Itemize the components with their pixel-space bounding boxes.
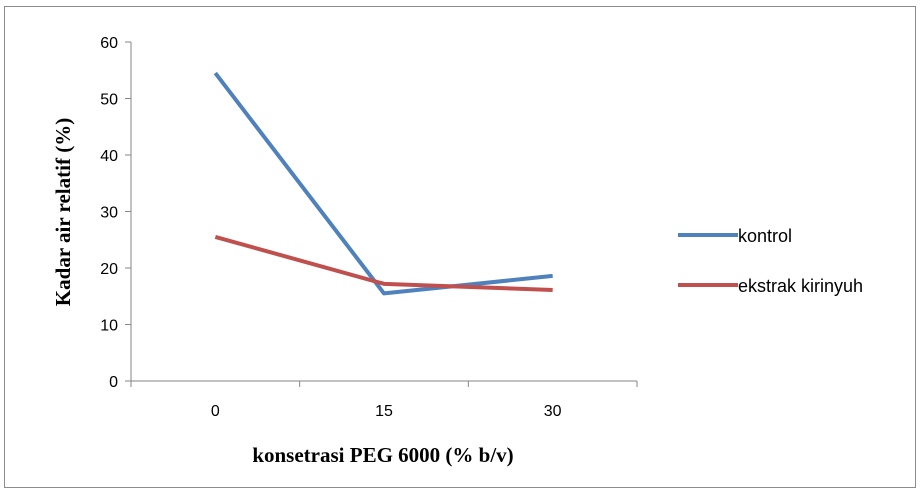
y-axis-title: Kadar air relatif (%): [51, 118, 75, 306]
x-tick-label: 30: [544, 403, 562, 420]
legend: kontrol ekstrak kirinyuh: [678, 226, 863, 296]
x-tick-label: 15: [375, 403, 393, 420]
y-tick-label: 10: [100, 318, 118, 335]
x-tick-labels: 0 15 30: [211, 403, 562, 420]
legend-label: kontrol: [738, 226, 792, 246]
axes: [125, 41, 638, 387]
y-tick-label: 60: [100, 35, 118, 52]
x-tick-label: 0: [211, 403, 220, 420]
chart-frame: [4, 6, 916, 488]
legend-label: ekstrak kirinyuh: [738, 276, 863, 296]
x-axis-title: konsetrasi PEG 6000 (% b/v): [252, 443, 513, 467]
y-tick-label: 0: [109, 374, 118, 391]
y-tick-labels: 0 10 20 30 40 50 60: [100, 35, 118, 391]
y-tick-label: 50: [100, 92, 118, 109]
series-lines: [213, 71, 553, 296]
series-line-ekstrak-kirinyuh: [214, 234, 553, 293]
y-tick-label: 40: [100, 148, 118, 165]
y-tick-label: 20: [100, 261, 118, 278]
y-tick-label: 30: [100, 205, 118, 222]
series-line-kontrol: [213, 71, 553, 296]
